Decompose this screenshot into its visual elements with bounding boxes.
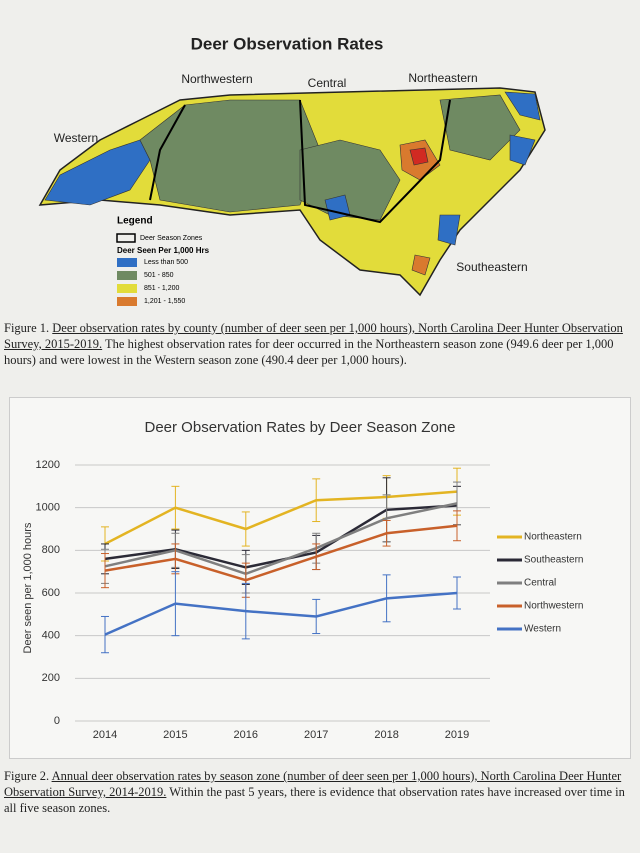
legend-label: Central [524, 578, 556, 589]
zone-label: Central [308, 76, 347, 90]
caption-label: Figure 2. [4, 769, 50, 783]
caption-text: Within the past 5 years, there is eviden… [4, 785, 625, 815]
x-tick-label: 2019 [445, 729, 469, 741]
figure2-caption: Figure 2. Annual deer observation rates … [4, 768, 634, 816]
zone-boundary [149, 104, 186, 201]
zone-label: Western [54, 131, 98, 145]
county-area [437, 214, 461, 246]
series-line [104, 591, 458, 636]
legend-title: Legend [117, 216, 153, 227]
y-tick-label: 800 [42, 544, 60, 556]
legend-swatch [117, 271, 137, 280]
legend-label: Northeastern [524, 532, 582, 543]
map-title: Deer Observation Rates [191, 34, 384, 53]
county-area [504, 91, 541, 121]
legend-label: 501 - 850 [144, 272, 174, 279]
y-tick-label: 200 [42, 672, 60, 684]
legend-label: Northwestern [524, 601, 583, 612]
county-area [411, 254, 431, 276]
legend-swatch [117, 297, 137, 306]
caption-link: Annual deer observation rates by season … [4, 769, 622, 799]
y-tick-label: 0 [54, 715, 60, 727]
x-tick-label: 2015 [163, 729, 187, 741]
caption-label: Figure 1. [4, 321, 50, 335]
error-bar [453, 510, 461, 542]
y-tick-label: 400 [42, 630, 60, 642]
legend-label: Deer Season Zones [140, 235, 203, 242]
legend-label: 1,201 - 1,550 [144, 298, 185, 305]
county-area [439, 94, 521, 161]
zone-label: Northeastern [408, 71, 477, 85]
legend-label: Southeastern [524, 555, 584, 566]
y-tick-label: 600 [42, 587, 60, 599]
figure1-caption: Figure 1. Deer observation rates by coun… [4, 320, 634, 368]
legend-heading: Deer Seen Per 1,000 Hrs [117, 246, 210, 255]
legend-swatch [117, 258, 137, 267]
x-tick-label: 2016 [234, 729, 258, 741]
chart-title: Deer Observation Rates by Deer Season Zo… [145, 419, 456, 436]
legend-label: Western [524, 624, 561, 635]
caption-link: Deer observation rates by county (number… [4, 321, 623, 351]
zone-boundary [299, 99, 451, 224]
y-axis-label: Deer seen per 1,000 hours [22, 522, 34, 653]
x-tick-label: 2014 [93, 729, 117, 741]
county-area [509, 134, 536, 166]
y-tick-label: 1200 [36, 459, 60, 471]
legend-swatch [116, 233, 136, 243]
caption-text: The highest observation rates for deer o… [4, 337, 614, 367]
series-line [104, 524, 458, 582]
chart: Deer Observation Rates by Deer Season Zo… [9, 397, 631, 759]
zone-label: Northwestern [181, 72, 252, 86]
series-line [104, 490, 458, 546]
legend-label: 851 - 1,200 [144, 285, 180, 292]
x-tick-label: 2017 [304, 729, 328, 741]
series-line [104, 502, 458, 576]
y-tick-label: 1000 [36, 502, 60, 514]
map-figure: Deer Observation Rates Northwestern Centr… [38, 34, 546, 306]
zone-label: Southeastern [456, 260, 527, 274]
x-tick-label: 2018 [374, 729, 398, 741]
legend-swatch [117, 284, 137, 293]
county-area [409, 147, 429, 166]
legend-label: Less than 500 [144, 259, 188, 266]
